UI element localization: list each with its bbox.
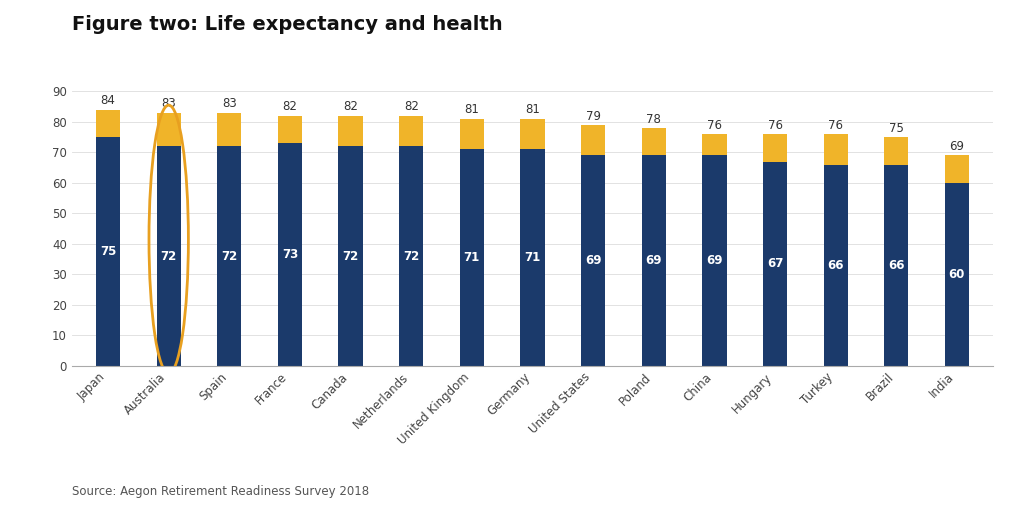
Text: 84: 84 <box>100 94 116 107</box>
Bar <box>702 134 726 155</box>
Text: 82: 82 <box>403 101 419 113</box>
Bar <box>96 137 120 366</box>
Bar <box>642 128 666 155</box>
Bar <box>157 113 181 146</box>
Bar <box>157 146 181 366</box>
Text: 71: 71 <box>524 251 541 264</box>
Bar <box>702 155 726 366</box>
Text: 83: 83 <box>162 98 176 110</box>
Bar <box>884 165 908 366</box>
Text: Figure two: Life expectancy and health: Figure two: Life expectancy and health <box>72 15 503 34</box>
Text: 76: 76 <box>707 119 722 132</box>
Bar <box>339 146 362 366</box>
Text: 69: 69 <box>707 254 723 267</box>
Text: 76: 76 <box>768 119 782 132</box>
Text: 79: 79 <box>586 110 601 122</box>
Text: 81: 81 <box>525 104 540 116</box>
Bar <box>399 146 423 366</box>
Text: 78: 78 <box>646 113 662 125</box>
Text: 82: 82 <box>343 101 358 113</box>
Bar <box>945 183 969 366</box>
Bar <box>642 155 666 366</box>
Bar <box>823 165 848 366</box>
Text: 72: 72 <box>342 249 358 263</box>
Bar <box>945 155 969 183</box>
Text: 76: 76 <box>828 119 843 132</box>
Text: 66: 66 <box>888 259 904 272</box>
Text: 69: 69 <box>645 254 662 267</box>
Bar <box>763 162 787 366</box>
Text: 66: 66 <box>827 259 844 272</box>
Bar <box>217 113 242 146</box>
Text: 72: 72 <box>161 249 177 263</box>
Text: 72: 72 <box>221 249 238 263</box>
Text: 81: 81 <box>465 104 479 116</box>
Bar <box>460 149 484 366</box>
Text: 73: 73 <box>282 248 298 261</box>
Bar <box>823 134 848 165</box>
Bar <box>581 125 605 155</box>
Bar <box>278 143 302 366</box>
Text: 67: 67 <box>767 257 783 270</box>
Bar <box>460 119 484 149</box>
Text: 71: 71 <box>464 251 480 264</box>
Bar <box>278 116 302 143</box>
Bar <box>399 116 423 146</box>
Text: 83: 83 <box>222 98 237 110</box>
Text: 69: 69 <box>949 140 965 153</box>
Bar <box>763 134 787 162</box>
Text: 75: 75 <box>889 122 904 135</box>
Bar <box>581 155 605 366</box>
Bar <box>217 146 242 366</box>
Text: 72: 72 <box>403 249 420 263</box>
Bar <box>884 137 908 165</box>
Bar <box>520 149 545 366</box>
Bar <box>339 116 362 146</box>
Bar <box>96 110 120 137</box>
Text: 75: 75 <box>100 245 117 258</box>
Text: Source: Aegon Retirement Readiness Survey 2018: Source: Aegon Retirement Readiness Surve… <box>72 485 369 498</box>
Text: 60: 60 <box>948 268 965 281</box>
Bar <box>520 119 545 149</box>
Text: 82: 82 <box>283 101 297 113</box>
Text: 69: 69 <box>585 254 601 267</box>
